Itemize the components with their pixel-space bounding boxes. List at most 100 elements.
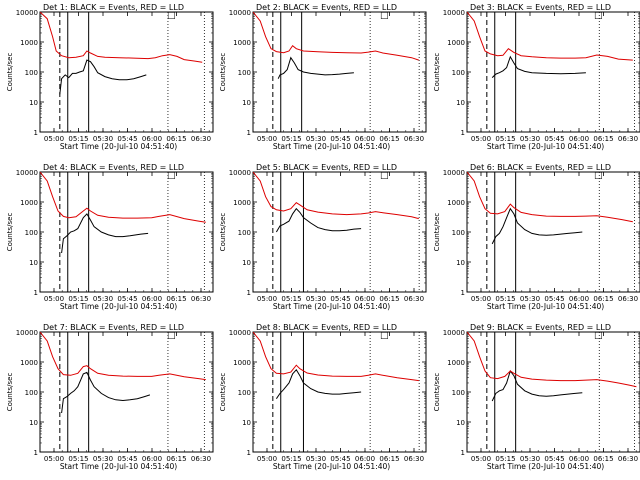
series-events-line bbox=[61, 213, 149, 254]
x-axis-label: Start Time (20-Jul-10 04:51:40) bbox=[273, 462, 390, 471]
series-lld-line bbox=[40, 12, 203, 63]
x-tick-label: 05:00 bbox=[44, 135, 64, 143]
y-tick-label: 100 bbox=[238, 69, 251, 77]
y-tick-label: 100 bbox=[452, 69, 465, 77]
series-lld-line bbox=[467, 12, 633, 61]
x-tick-label: 06:30 bbox=[191, 455, 211, 463]
y-tick-label: 10000 bbox=[16, 329, 38, 337]
series-lld-line bbox=[467, 172, 633, 223]
chart-title: Det 1: BLACK = Events, RED = LLD bbox=[43, 3, 184, 12]
x-axis-label: Start Time (20-Jul-10 04:51:40) bbox=[273, 302, 390, 311]
x-tick-label: 05:45 bbox=[544, 295, 564, 303]
series-events-line bbox=[275, 368, 362, 399]
y-tick-label: 10 bbox=[29, 259, 38, 267]
y-axis-label: Counts/sec bbox=[433, 53, 441, 92]
x-axis-label: Start Time (20-Jul-10 04:51:40) bbox=[487, 302, 604, 311]
plot-frame bbox=[466, 11, 640, 133]
x-tick-label: 05:45 bbox=[330, 295, 350, 303]
x-tick-label: 06:15 bbox=[379, 295, 399, 303]
x-tick-label: 06:00 bbox=[569, 295, 589, 303]
x-tick-label: 05:45 bbox=[117, 295, 137, 303]
plot-frame bbox=[466, 171, 640, 293]
x-tick-label: 06:00 bbox=[355, 295, 375, 303]
detector-chart-1: Det 1: BLACK = Events, RED = LLD□ 1 10 100 1… bbox=[6, 3, 214, 151]
y-tick-label: 10000 bbox=[16, 169, 38, 177]
detector-chart-4: Det 4: BLACK = Events, RED = LLD□ 1 10 100 1… bbox=[6, 163, 214, 311]
legend-marker: □ bbox=[594, 11, 603, 21]
x-tick-label: 05:00 bbox=[471, 135, 491, 143]
y-tick-label: 100 bbox=[25, 229, 38, 237]
x-tick-label: 06:15 bbox=[593, 455, 613, 463]
plot-frame bbox=[252, 11, 427, 133]
chart-title: Det 6: BLACK = Events, RED = LLD bbox=[470, 163, 611, 172]
chart-title: Det 8: BLACK = Events, RED = LLD bbox=[256, 323, 397, 332]
chart-title: Det 9: BLACK = Events, RED = LLD bbox=[470, 323, 611, 332]
x-tick-label: 05:15 bbox=[281, 295, 301, 303]
series-lld-line bbox=[253, 12, 419, 61]
x-tick-label: 05:45 bbox=[330, 455, 350, 463]
x-tick-label: 05:30 bbox=[306, 295, 326, 303]
legend-marker: □ bbox=[167, 331, 176, 341]
y-axis-label: Counts/sec bbox=[219, 213, 227, 252]
y-axis-label: Counts/sec bbox=[6, 373, 14, 412]
y-tick-label: 1000 bbox=[233, 199, 251, 207]
y-tick-label: 10000 bbox=[443, 329, 465, 337]
x-tick-label: 06:15 bbox=[166, 455, 186, 463]
x-tick-label: 06:15 bbox=[379, 455, 399, 463]
x-tick-label: 06:00 bbox=[142, 135, 162, 143]
x-tick-label: 06:15 bbox=[166, 295, 186, 303]
plot-frame bbox=[39, 11, 214, 133]
y-tick-label: 10000 bbox=[443, 169, 465, 177]
x-tick-label: 05:00 bbox=[257, 455, 277, 463]
y-tick-label: 100 bbox=[238, 389, 251, 397]
x-tick-label: 06:30 bbox=[191, 135, 211, 143]
plot-frame bbox=[39, 331, 214, 453]
y-tick-label: 1 bbox=[461, 449, 465, 457]
y-tick-label: 10 bbox=[29, 99, 38, 107]
y-tick-label: 1000 bbox=[447, 199, 465, 207]
x-tick-label: 05:00 bbox=[471, 295, 491, 303]
x-tick-label: 05:15 bbox=[281, 455, 301, 463]
x-tick-label: 06:00 bbox=[355, 135, 375, 143]
series-events-line bbox=[491, 55, 586, 78]
x-tick-label: 06:30 bbox=[618, 135, 638, 143]
plot-frame bbox=[466, 331, 640, 453]
series-lld-line bbox=[40, 332, 206, 381]
x-tick-label: 06:15 bbox=[166, 135, 186, 143]
x-axis-label: Start Time (20-Jul-10 04:51:40) bbox=[60, 142, 177, 151]
x-tick-label: 05:15 bbox=[495, 455, 515, 463]
x-tick-label: 05:15 bbox=[68, 135, 88, 143]
x-tick-label: 06:30 bbox=[404, 295, 424, 303]
x-tick-label: 05:30 bbox=[520, 135, 540, 143]
x-tick-label: 05:15 bbox=[495, 295, 515, 303]
x-tick-label: 06:30 bbox=[618, 455, 638, 463]
series-events-line bbox=[277, 56, 354, 79]
y-tick-label: 10 bbox=[242, 419, 251, 427]
x-tick-label: 06:30 bbox=[191, 295, 211, 303]
series-lld-line bbox=[467, 332, 637, 388]
y-tick-label: 10 bbox=[29, 419, 38, 427]
detector-chart-3: Det 3: BLACK = Events, RED = LLD□ 1 10 100 1… bbox=[433, 3, 640, 151]
chart-title: Det 2: BLACK = Events, RED = LLD bbox=[256, 3, 397, 12]
x-tick-label: 06:15 bbox=[379, 135, 399, 143]
series-lld-line bbox=[253, 332, 419, 382]
y-tick-label: 1000 bbox=[447, 359, 465, 367]
y-tick-label: 1000 bbox=[20, 359, 38, 367]
chart-title: Det 4: BLACK = Events, RED = LLD bbox=[43, 163, 184, 172]
x-tick-label: 06:00 bbox=[569, 455, 589, 463]
x-tick-label: 05:00 bbox=[471, 455, 491, 463]
y-tick-label: 100 bbox=[25, 389, 38, 397]
y-tick-label: 10 bbox=[456, 99, 465, 107]
x-tick-label: 06:15 bbox=[593, 295, 613, 303]
detector-chart-2: Det 2: BLACK = Events, RED = LLD□ 1 10 100 1… bbox=[219, 3, 427, 151]
x-tick-label: 05:45 bbox=[330, 135, 350, 143]
x-tick-label: 05:15 bbox=[281, 135, 301, 143]
x-tick-label: 05:15 bbox=[68, 455, 88, 463]
x-tick-label: 05:45 bbox=[544, 455, 564, 463]
y-axis-label: Counts/sec bbox=[6, 213, 14, 252]
y-tick-label: 10000 bbox=[229, 169, 251, 177]
legend-marker: □ bbox=[594, 331, 603, 341]
y-tick-label: 10 bbox=[456, 259, 465, 267]
series-lld-line bbox=[253, 172, 419, 220]
